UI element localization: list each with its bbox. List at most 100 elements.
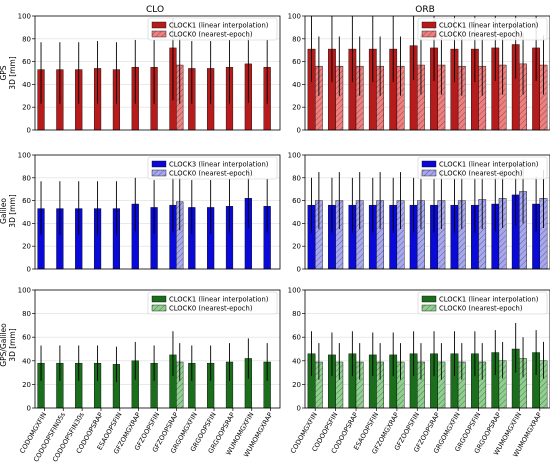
- bar-hatch: [376, 361, 384, 408]
- y-tick-label: 80: [22, 35, 31, 43]
- bar-hatch: [335, 361, 343, 408]
- y-tick-label: 20: [22, 243, 31, 251]
- bar-hatch: [376, 200, 384, 269]
- row-ylabel-galileo-unit: 3D [mm]: [8, 194, 17, 227]
- y-tick-label: 20: [292, 381, 301, 389]
- y-tick-label: 20: [292, 104, 301, 112]
- bar-hatch: [458, 66, 466, 130]
- axes-frame: [304, 154, 550, 270]
- legend-label: CLOCK1 (linear interpolation): [439, 22, 539, 30]
- legend-label: CLOCK0 (nearest-epoch): [439, 305, 523, 313]
- bar-hatch: [315, 200, 323, 269]
- legend-label: CLOCK1 (linear interpolation): [439, 296, 539, 304]
- legend-box: [147, 291, 278, 315]
- y-tick-label: 60: [22, 334, 31, 342]
- legend-label: CLOCK0 (nearest-epoch): [439, 31, 523, 39]
- bar-hatch: [396, 361, 405, 408]
- y-tick-label: 100: [288, 287, 301, 295]
- y-tick-label: 60: [292, 58, 301, 66]
- bar-hatch: [335, 66, 343, 130]
- bar-hatch: [437, 200, 446, 269]
- legend-label: CLOCK1 (linear interpolation): [439, 161, 539, 169]
- bar-hatch: [539, 360, 548, 408]
- chart-panel: 0 20 40 60 80 100 CLOCK1 (linear interpolation…: [288, 13, 550, 135]
- bar-hatch: [519, 191, 527, 269]
- legend-swatch: [151, 21, 167, 29]
- y-tick-label: 40: [292, 81, 301, 89]
- bar-hatch: [458, 200, 466, 269]
- bar-hatch: [519, 358, 527, 408]
- y-tick-label: 40: [292, 357, 301, 365]
- legend-swatch-hatch: [422, 170, 436, 176]
- y-tick-label: 80: [292, 174, 301, 182]
- axes-frame: [34, 15, 281, 131]
- bar-hatch: [498, 198, 507, 269]
- y-tick-label: 0: [27, 266, 31, 274]
- bar-hatch: [356, 66, 364, 130]
- legend-swatch-hatch: [152, 170, 166, 176]
- y-tick-label: 100: [18, 287, 31, 295]
- legend-box: [417, 291, 548, 315]
- bar-hatch: [539, 65, 548, 130]
- bar-hatch: [478, 199, 486, 269]
- row-ylabel-gps-unit: 3D [mm]: [8, 56, 17, 89]
- bar-hatch: [376, 66, 384, 130]
- row-ylabel-galileo-name: Galileo: [0, 198, 8, 224]
- legend-label: CLOCK0 (nearest-epoch): [169, 170, 253, 178]
- col-title-orb: ORB: [415, 5, 435, 15]
- bar-hatch: [335, 200, 343, 269]
- bar-hatch: [498, 65, 507, 130]
- bar-hatch: [315, 66, 323, 130]
- y-tick-label: 100: [18, 13, 31, 21]
- legend-swatch: [151, 160, 167, 168]
- chart-panel: 0 20 40 60 80 100 CLOCK3 (linear interpolation…: [18, 152, 281, 274]
- axes-frame: [34, 154, 281, 270]
- y-tick-label: 0: [297, 127, 301, 135]
- chart-panel: 0 20 40 60 80 100 CLOCK1 (linear interpolation…: [18, 13, 281, 135]
- y-tick-label: 40: [22, 220, 31, 228]
- legend-swatch: [421, 160, 437, 168]
- legend-swatch: [421, 295, 437, 303]
- bar-hatch: [519, 63, 527, 130]
- y-tick-label: 40: [292, 220, 301, 228]
- legend-label: CLOCK1 (linear interpolation): [169, 22, 269, 30]
- bar-hatch: [396, 66, 405, 130]
- y-tick-label: 100: [18, 152, 31, 160]
- legend-swatch: [421, 21, 437, 29]
- bar-hatch: [396, 200, 405, 269]
- y-tick-label: 100: [288, 13, 301, 21]
- y-tick-label: 60: [292, 334, 301, 342]
- legend-swatch-hatch: [422, 305, 436, 311]
- col-title-clo: CLO: [146, 5, 164, 15]
- legend-swatch-hatch: [152, 31, 166, 37]
- y-tick-label: 0: [27, 405, 31, 413]
- bar-hatch: [437, 361, 446, 408]
- y-tick-label: 40: [22, 357, 31, 365]
- y-tick-label: 80: [292, 35, 301, 43]
- legend-label: CLOCK1 (linear interpolation): [169, 296, 269, 304]
- y-tick-label: 100: [288, 152, 301, 160]
- legend-box: [147, 17, 278, 41]
- chart-panel: 020406080100CODOMGXFINCODOOPSFIN05sCODOO…: [18, 287, 281, 463]
- y-tick-label: 80: [292, 310, 301, 318]
- y-tick-label: 20: [292, 243, 301, 251]
- row-ylabel-gps-name: GPS: [0, 65, 8, 80]
- bar-hatch: [498, 360, 507, 408]
- legend-label: CLOCK0 (nearest-epoch): [169, 31, 253, 39]
- bar-hatch: [176, 201, 184, 269]
- bar-hatch: [417, 65, 425, 130]
- y-tick-label: 60: [292, 197, 301, 205]
- row-ylabel-gpsgalileo-unit: 3D [mm]: [8, 328, 17, 361]
- y-tick-label: 0: [27, 127, 31, 135]
- y-tick-label: 60: [22, 197, 31, 205]
- legend-box: [147, 156, 278, 180]
- legend-box: [417, 17, 548, 41]
- y-tick-label: 20: [22, 104, 31, 112]
- bar-hatch: [478, 66, 486, 130]
- bar-hatch: [356, 361, 364, 408]
- y-tick-label: 0: [297, 405, 301, 413]
- legend-label: CLOCK0 (nearest-epoch): [169, 305, 253, 313]
- y-tick-label: 60: [22, 58, 31, 66]
- axes-frame: [304, 289, 550, 409]
- y-tick-label: 80: [22, 174, 31, 182]
